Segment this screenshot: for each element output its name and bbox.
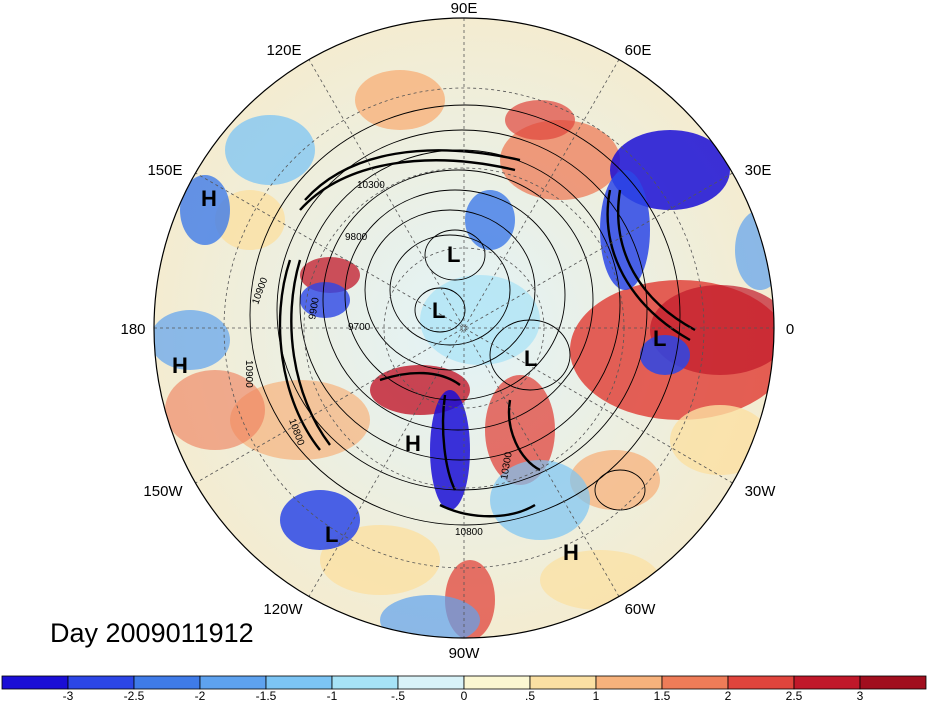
colorbar-swatch (529, 675, 597, 690)
timestamp-label: Day 2009011912 (50, 618, 254, 648)
longitude-labels: 90E 60E 30E 0 30W 60W 90W 120W 150W 180 … (120, 0, 794, 662)
contour-label: 9800 (345, 232, 368, 243)
colorbar-swatch (1, 675, 69, 690)
low-pressure-marker: L (432, 298, 445, 323)
height-contours (249, 104, 681, 526)
colorbar-swatch (265, 675, 333, 690)
jet-contours (278, 149, 696, 518)
low-pressure-marker: L (447, 242, 460, 267)
colorbar-tick-label: .5 (525, 689, 535, 702)
colorbar-tick-label: 1.5 (654, 689, 671, 702)
colorbar-tick-label: 2 (725, 689, 732, 702)
colorbar-tick-label: -1.5 (256, 689, 277, 702)
longitude-label: 60W (625, 601, 657, 618)
graticule (154, 18, 774, 638)
longitude-label: 30E (745, 162, 772, 179)
longitude-label: 150E (147, 162, 182, 179)
low-pressure-marker: L (325, 522, 338, 547)
colorbar-tick-label: 0 (461, 689, 468, 702)
contour-label: 9700 (348, 322, 371, 333)
colorbar-tick-label: -2.5 (124, 689, 145, 702)
colorbar-tick-label: 1 (593, 689, 600, 702)
colorbar-swatch (199, 675, 267, 690)
colorbar-swatch (331, 675, 399, 690)
colorbar: -3 -2.5 -2 -1.5 -1 -.5 0 .5 1 1.5 2 2.5 3 (1, 675, 927, 702)
low-pressure-marker: L (653, 326, 666, 351)
colorbar-swatch (859, 675, 927, 690)
contour-label: 10300 (357, 180, 385, 191)
longitude-label: 0 (786, 321, 794, 338)
colorbar-swatch (793, 675, 861, 690)
pressure-systems: H H H H L L L L L (172, 186, 666, 565)
colorbar-swatch (463, 675, 531, 690)
colorbar-swatch (595, 675, 663, 690)
contour-label: 10300 (499, 451, 515, 481)
longitude-label: 120E (266, 42, 301, 59)
colorbar-swatch (661, 675, 729, 690)
high-pressure-marker: H (563, 540, 579, 565)
longitude-label: 180 (120, 321, 145, 338)
longitude-label: 90W (449, 645, 481, 662)
colorbar-swatch (727, 675, 795, 690)
colorbar-tick-label: -3 (63, 689, 74, 702)
colorbar-tick-label: 2.5 (786, 689, 803, 702)
contour-label: 10900 (243, 360, 254, 388)
longitude-label: 120W (263, 601, 303, 618)
colorbar-tick-label: -2 (195, 689, 206, 702)
colorbar-tick-label: -1 (327, 689, 338, 702)
colorbar-swatch (67, 675, 135, 690)
colorbar-swatch (133, 675, 201, 690)
longitude-label: 60E (625, 42, 652, 59)
high-pressure-marker: H (172, 353, 188, 378)
high-pressure-marker: H (405, 431, 421, 456)
contour-label: 9900 (307, 296, 322, 320)
longitude-label: 30W (745, 483, 777, 500)
colorbar-swatch (397, 675, 465, 690)
longitude-label: 150W (143, 483, 183, 500)
low-pressure-marker: L (524, 346, 537, 371)
colorbar-tick-label: -.5 (391, 689, 405, 702)
colorbar-tick-label: 3 (857, 689, 864, 702)
contour-label: 10800 (455, 527, 483, 538)
high-pressure-marker: H (201, 186, 217, 211)
map-border (153, 17, 775, 639)
longitude-label: 90E (451, 0, 478, 17)
